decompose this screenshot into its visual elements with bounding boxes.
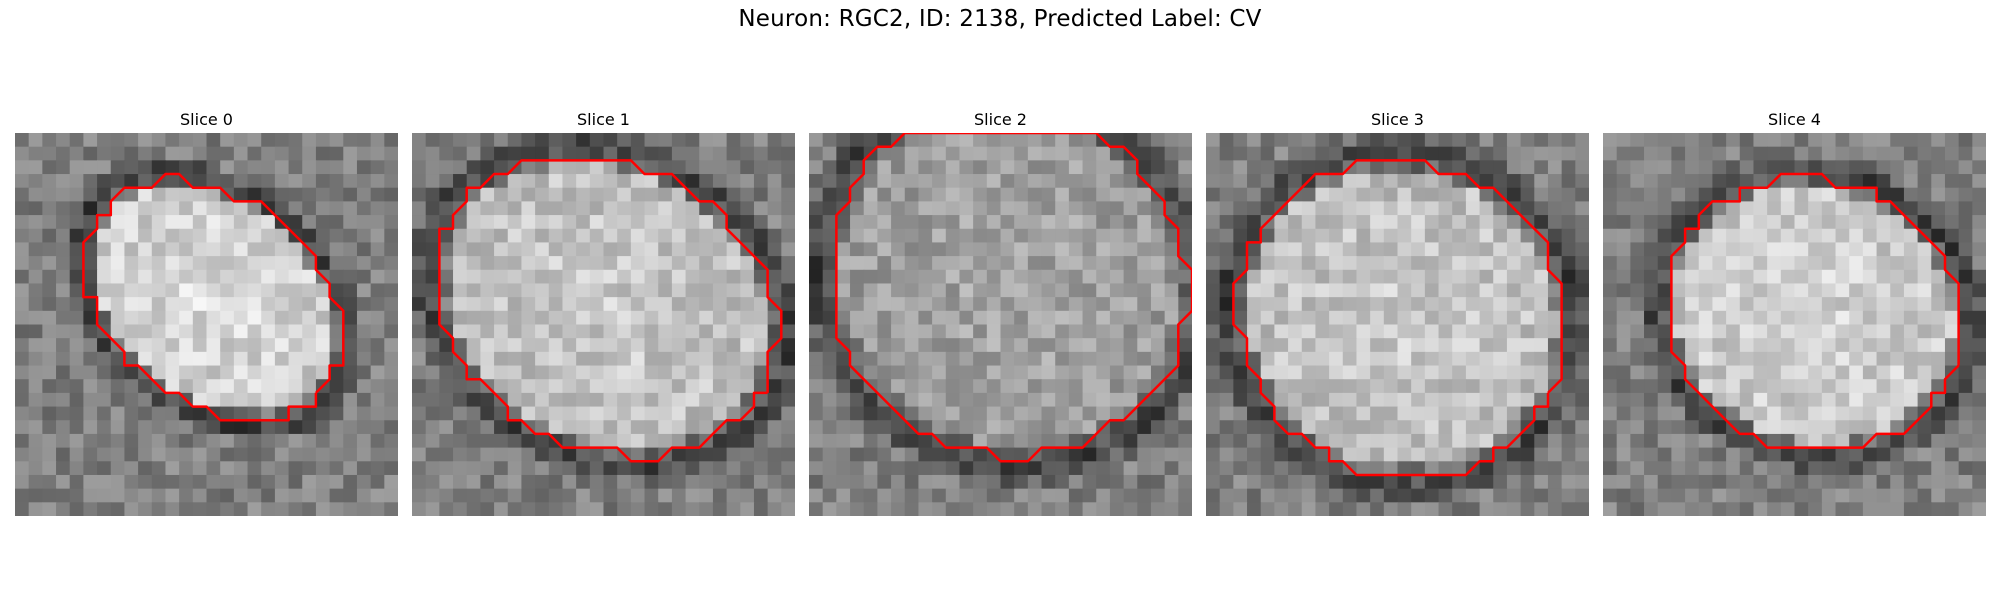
slice-image-0: [15, 133, 398, 516]
slice-title-0: Slice 0: [180, 110, 233, 129]
segmentation-contour: [835, 133, 1192, 463]
slice-title-4: Slice 4: [1768, 110, 1821, 129]
slice-image-1: [412, 133, 795, 516]
figure-title: Neuron: RGC2, ID: 2138, Predicted Label:…: [738, 6, 1262, 32]
slice-panel-3: Slice 3: [1206, 108, 1589, 516]
slice-title-2: Slice 2: [974, 110, 1027, 129]
slice-panel-0: Slice 0: [15, 108, 398, 516]
slice-image-2: [809, 133, 1192, 516]
slice-panel-2: Slice 2: [809, 108, 1192, 516]
segmentation-contour: [82, 172, 345, 422]
slice-image-3: [1206, 133, 1589, 516]
segmentation-contour: [438, 159, 783, 463]
slice-panel-1: Slice 1: [412, 108, 795, 516]
slice-panel-4: Slice 4: [1603, 108, 1986, 516]
segmentation-contour: [1670, 172, 1960, 449]
segmentation-contour: [1232, 159, 1563, 477]
slice-image-4: [1603, 133, 1986, 516]
slice-title-1: Slice 1: [577, 110, 630, 129]
slice-title-3: Slice 3: [1371, 110, 1424, 129]
